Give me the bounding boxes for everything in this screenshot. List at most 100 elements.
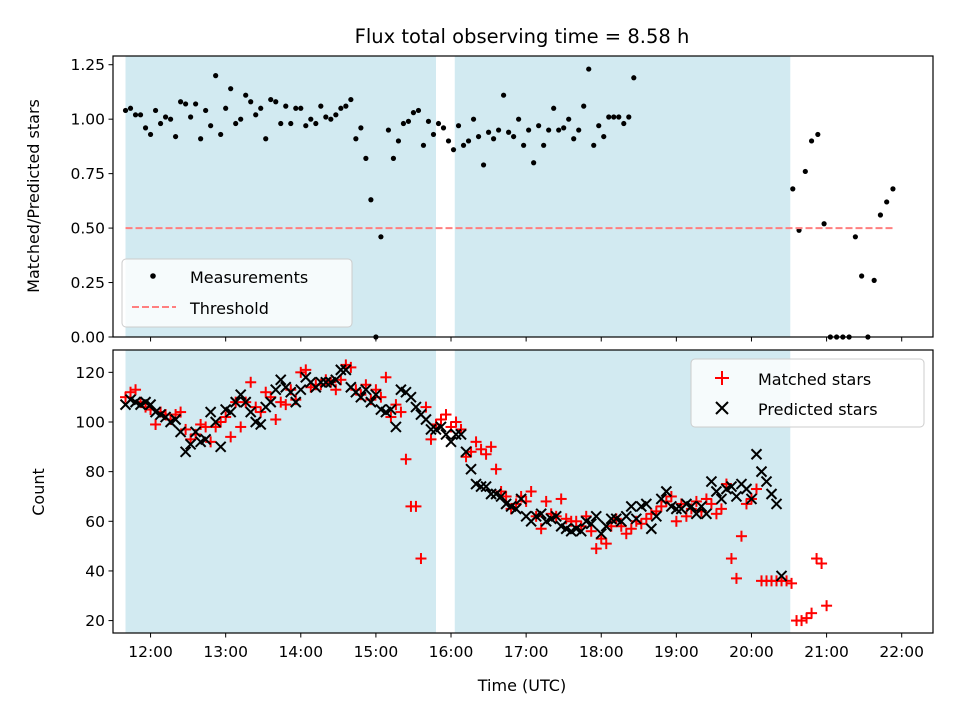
measurement-point: [358, 125, 364, 131]
predicted-star-marker: [750, 448, 763, 460]
measurement-point: [430, 131, 437, 138]
legend-marker-matched: [715, 371, 729, 385]
y-tick-label: 60: [85, 513, 105, 531]
predicted-star-marker: [275, 374, 287, 386]
y-tick-label: 80: [85, 463, 105, 481]
predicted-star-marker: [480, 480, 492, 493]
plot-frame-bottom: [112, 349, 934, 634]
predicted-star-marker: [255, 418, 267, 431]
y-tick-label: 0.00: [70, 329, 105, 347]
measurement-point: [581, 103, 587, 109]
measurement-point: [852, 234, 858, 240]
measurement-point: [440, 125, 447, 131]
y-tick-label: 0.75: [70, 165, 105, 183]
matched-star-marker: [130, 384, 142, 396]
predicted-star-marker: [595, 527, 607, 540]
measurement-point: [288, 120, 294, 127]
predicted-star-marker: [690, 508, 703, 520]
matched-star-marker: [786, 577, 798, 589]
measurement-point: [415, 107, 422, 114]
matched-star-marker: [600, 538, 612, 550]
matched-star-marker: [485, 441, 497, 453]
measurement-point: [631, 75, 637, 81]
measurement-point: [606, 114, 612, 120]
legend-marker-measurements: [150, 273, 156, 279]
matched-star-marker: [540, 495, 552, 507]
measurement-point: [808, 138, 815, 144]
measurement-point: [566, 116, 572, 122]
measurement-point: [511, 133, 517, 140]
matched-star-marker: [300, 364, 312, 376]
measurement-point: [802, 168, 808, 175]
predicted-star-marker: [184, 438, 197, 451]
matched-star-marker: [585, 525, 597, 537]
y-axis-label-count: Count: [29, 468, 48, 516]
measurement-point: [591, 142, 597, 148]
measurement-point: [435, 120, 442, 127]
matched-star-marker: [440, 409, 452, 421]
matched-star-marker: [555, 493, 567, 505]
measurement-point: [425, 118, 432, 124]
predicted-star-marker: [229, 396, 242, 408]
measurement-point: [506, 129, 512, 135]
matched-star-marker: [710, 508, 722, 520]
predicted-star-marker: [450, 428, 462, 441]
predicted-star-marker: [465, 463, 477, 475]
predicted-star-marker: [405, 391, 417, 403]
measurement-point: [480, 162, 487, 168]
matched-star-marker: [796, 615, 808, 627]
measurement-point: [626, 114, 632, 120]
measurement-point: [465, 138, 472, 144]
predicted-star-marker: [385, 403, 397, 416]
matched-star-marker: [490, 463, 502, 475]
predicted-star-marker: [700, 508, 713, 520]
measurement-point: [378, 234, 384, 240]
x-tick-label: 22:00: [879, 643, 924, 661]
matched-star-marker: [435, 414, 447, 426]
predicted-star-marker: [355, 391, 367, 403]
measurement-point: [152, 107, 159, 114]
legend-label-matched: Matched stars: [758, 370, 871, 389]
measurement-point: [495, 127, 502, 133]
measurement-point: [303, 123, 309, 129]
predicted-star-marker: [495, 490, 507, 503]
measurement-point: [363, 155, 369, 161]
measurement-point: [821, 221, 827, 227]
measurement-point: [420, 142, 427, 148]
measurement-point: [313, 120, 319, 127]
measurement-point: [147, 131, 154, 138]
measurement-point: [258, 105, 264, 111]
y-tick-label: 0.25: [70, 274, 105, 292]
predicted-star-marker: [179, 446, 192, 458]
x-tick-label: 20:00: [729, 643, 774, 661]
measurement-point: [368, 197, 374, 203]
predicted-star-marker: [650, 510, 663, 523]
predicted-star-marker: [655, 493, 668, 505]
measurement-point: [475, 133, 482, 140]
predicted-star-marker: [265, 396, 277, 408]
measurement-point: [470, 116, 477, 122]
x-tick-label: 17:00: [504, 643, 549, 661]
legend-top: Measurements Threshold: [121, 258, 353, 328]
matched-star-marker: [150, 418, 162, 430]
measurement-point: [596, 123, 602, 129]
measurement-point: [884, 199, 890, 205]
predicted-star-marker: [640, 498, 653, 510]
predicted-star-marker: [144, 398, 157, 411]
measurement-point: [323, 114, 329, 120]
predicted-star-marker: [725, 480, 738, 493]
matched-star-marker: [620, 528, 632, 540]
measurement-point: [536, 123, 542, 129]
measurement-point: [162, 114, 169, 120]
measurement-point: [157, 120, 164, 127]
measurement-point: [238, 116, 244, 122]
predicted-star-marker: [169, 413, 182, 426]
matched-star-marker: [280, 399, 292, 411]
legend-bottom: Matched stars Predicted stars: [690, 358, 925, 428]
measurement-point: [253, 112, 259, 118]
measurement-point: [576, 127, 582, 133]
predicted-star-marker: [535, 508, 547, 520]
measurement-point: [571, 136, 577, 142]
x-tick-label: 13:00: [203, 643, 248, 661]
